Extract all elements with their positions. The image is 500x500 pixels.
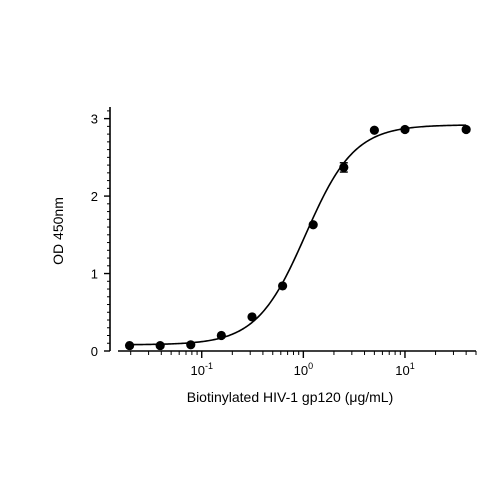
x-axis: 10-1 100 101 — [118, 350, 477, 378]
data-point — [278, 281, 288, 291]
y-tick-label: 0 — [91, 344, 98, 359]
data-point — [216, 330, 226, 341]
data-point — [124, 340, 135, 351]
y-axis: 0 1 2 3 — [91, 107, 111, 359]
data-point — [369, 125, 379, 135]
data-point — [308, 220, 318, 230]
y-tick-label: 2 — [91, 189, 98, 204]
x-axis-label: Biotinylated HIV-1 gp120 (μg/mL) — [187, 389, 394, 405]
data-point — [155, 340, 165, 351]
fit-curve — [129, 124, 467, 346]
y-ticks: 0 1 2 3 — [91, 110, 110, 359]
data-point — [339, 162, 349, 173]
data-point — [461, 124, 471, 135]
data-point — [186, 340, 196, 350]
data-point — [247, 312, 257, 322]
x-tick-label: 10-1 — [190, 361, 212, 378]
y-tick-label: 3 — [91, 112, 98, 127]
y-axis-label: OD 450nm — [50, 197, 66, 265]
y-tick-label: 1 — [91, 267, 98, 282]
data-point — [400, 124, 410, 135]
x-ticks: 10-1 100 101 — [130, 351, 477, 378]
x-tick-label: 100 — [294, 361, 313, 378]
x-tick-label: 101 — [395, 361, 414, 378]
data-points — [124, 124, 471, 351]
